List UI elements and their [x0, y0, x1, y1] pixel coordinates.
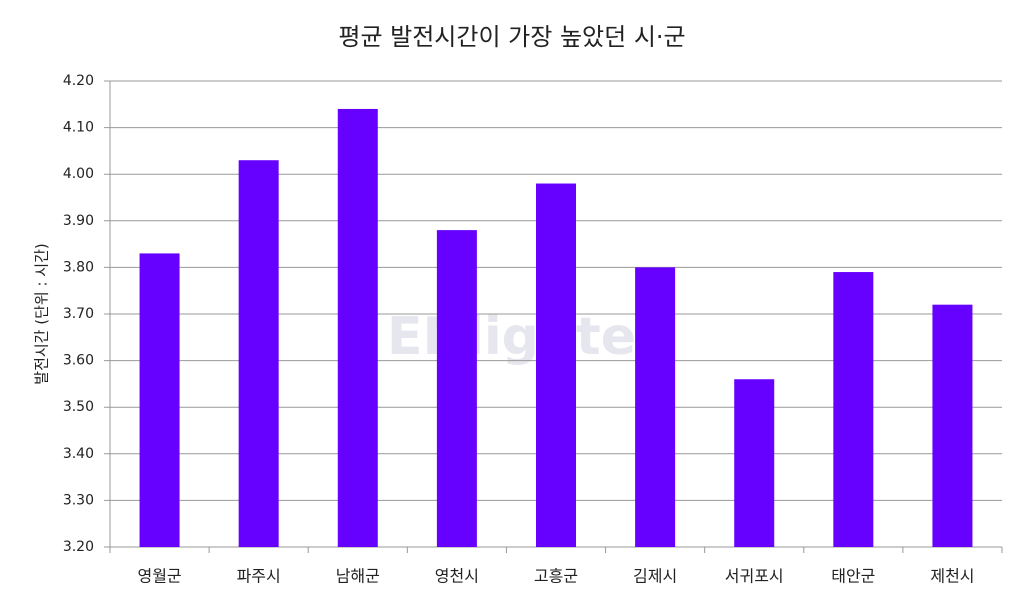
y-tick-label: 4.00	[63, 166, 94, 182]
y-tick-label: 4.10	[63, 120, 94, 136]
x-tick-label: 파주시	[237, 567, 281, 586]
bar	[734, 379, 775, 547]
y-tick-label: 4.20	[63, 73, 94, 89]
y-tick-label: 3.40	[63, 446, 94, 462]
y-tick-label: 3.20	[63, 539, 94, 555]
y-tick-label: 3.90	[63, 213, 94, 229]
x-tick-label: 김제시	[633, 567, 677, 586]
chart-title: 평균 발전시간이 가장 높았던 시·군	[338, 23, 685, 51]
x-tick-label: 영천시	[435, 567, 479, 586]
y-tick-label: 3.70	[63, 306, 94, 322]
y-axis-label: 발전시간 (단위 : 시간)	[33, 243, 51, 384]
bar	[139, 253, 180, 548]
bar	[337, 108, 378, 548]
bar	[833, 272, 874, 547]
x-tick-label: 서귀포시	[725, 567, 784, 586]
watermark: ENlighten	[387, 307, 673, 367]
bar	[238, 160, 279, 547]
y-tick-label: 3.80	[63, 259, 94, 275]
x-tick-label: 제천시	[930, 567, 974, 586]
x-tick-label: 고흥군	[534, 567, 578, 586]
bar	[536, 183, 576, 547]
bar	[635, 267, 676, 547]
bar	[436, 230, 477, 547]
bar	[932, 304, 973, 547]
y-tick-label: 3.50	[63, 399, 94, 415]
y-tick-label: 3.60	[63, 353, 94, 369]
x-tick-label: 남해군	[336, 567, 380, 586]
y-tick-label: 3.30	[63, 492, 94, 508]
x-tick-label: 영월군	[137, 567, 181, 586]
x-tick-label: 태안군	[831, 567, 875, 586]
